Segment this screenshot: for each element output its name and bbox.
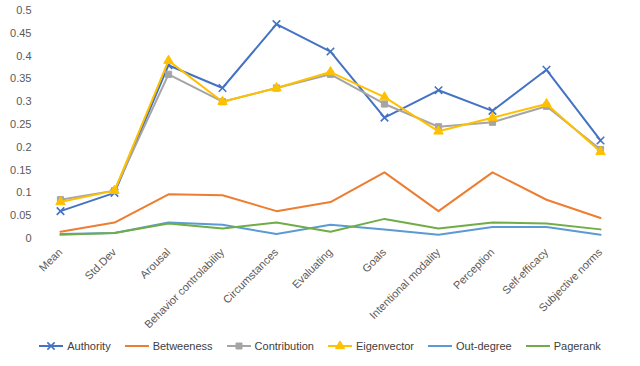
svg-text:Self-efficacy: Self-efficacy (500, 245, 551, 296)
svg-text:Subjective norms: Subjective norms (536, 245, 604, 313)
svg-text:Perception: Perception (451, 246, 497, 292)
html-text:Pagerank: Pagerank (553, 340, 601, 352)
svg-text:0.45: 0.45 (10, 27, 31, 39)
svg-text:0.3: 0.3 (16, 95, 31, 107)
svg-text:Std.Dev: Std.Dev (82, 245, 119, 282)
html-text:Contribution: Contribution (254, 340, 314, 352)
svg-text:0.1: 0.1 (16, 186, 31, 198)
svg-text:0.2: 0.2 (16, 141, 31, 153)
svg-text:Evaluating: Evaluating (290, 246, 335, 291)
html-text:Eigenvector: Eigenvector (355, 340, 414, 352)
svg-text:Arousal: Arousal (138, 246, 173, 281)
svg-text:0.35: 0.35 (10, 72, 31, 84)
html-text:Betweeness: Betweeness (152, 340, 213, 352)
svg-text:Mean: Mean (36, 246, 64, 274)
svg-text:Circumstances: Circumstances (220, 245, 280, 305)
html-text:Authority: Authority (67, 340, 111, 352)
svg-text:Goals: Goals (360, 245, 389, 274)
svg-text:Intentional modality: Intentional modality (367, 245, 443, 321)
svg-text:0.15: 0.15 (10, 164, 31, 176)
html-text:Out-degree: Out-degree (456, 340, 512, 352)
svg-text:Behavior controlability: Behavior controlability (142, 245, 227, 330)
svg-text:0.5: 0.5 (16, 4, 31, 16)
svg-text:0.4: 0.4 (16, 50, 31, 62)
svg-text:0.05: 0.05 (10, 209, 31, 221)
svg-text:0: 0 (25, 232, 31, 244)
svg-text:0.25: 0.25 (10, 118, 31, 130)
